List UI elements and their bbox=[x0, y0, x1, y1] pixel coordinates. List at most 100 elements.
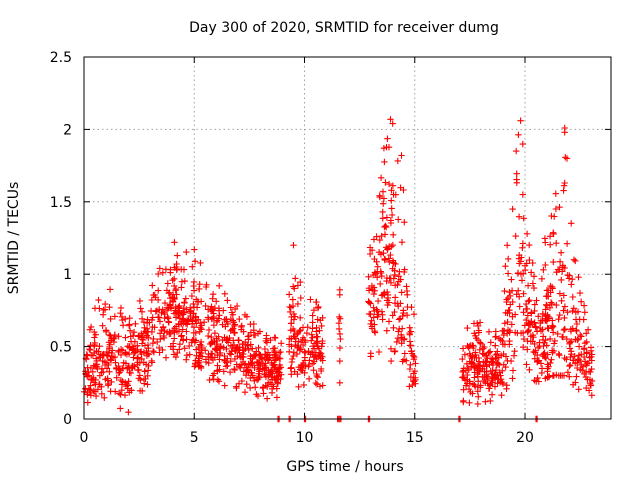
data-point bbox=[561, 325, 569, 333]
data-point bbox=[474, 322, 482, 330]
data-point bbox=[474, 373, 482, 380]
data-point bbox=[252, 384, 259, 391]
data-point bbox=[543, 342, 550, 349]
data-point bbox=[398, 152, 405, 159]
data-point bbox=[172, 353, 180, 361]
data-point bbox=[403, 312, 411, 319]
data-point bbox=[272, 334, 279, 342]
data-point bbox=[162, 354, 170, 361]
data-point bbox=[546, 233, 554, 240]
data-point bbox=[394, 335, 402, 342]
data-point bbox=[144, 367, 152, 374]
data-points bbox=[80, 116, 596, 423]
y-tick-label: 2.5 bbox=[50, 50, 72, 66]
data-point bbox=[400, 307, 407, 314]
data-point bbox=[510, 352, 518, 359]
data-point bbox=[319, 337, 326, 345]
data-point bbox=[399, 358, 406, 365]
data-point bbox=[113, 365, 120, 372]
data-point bbox=[129, 345, 136, 352]
data-point bbox=[305, 363, 312, 370]
data-point bbox=[225, 339, 232, 346]
data-point bbox=[546, 304, 554, 311]
data-point bbox=[577, 331, 584, 339]
data-point bbox=[389, 312, 396, 319]
data-point bbox=[516, 303, 523, 310]
data-point bbox=[384, 294, 392, 302]
data-point bbox=[335, 320, 343, 327]
data-point bbox=[319, 357, 326, 364]
data-point bbox=[381, 289, 388, 296]
data-point bbox=[581, 340, 589, 347]
data-point bbox=[84, 399, 91, 406]
data-point bbox=[505, 255, 512, 263]
data-point bbox=[573, 373, 580, 380]
data-point bbox=[541, 353, 549, 361]
data-point bbox=[174, 252, 181, 259]
data-point bbox=[159, 269, 166, 276]
data-point bbox=[311, 353, 319, 360]
data-point bbox=[506, 306, 513, 314]
data-point bbox=[295, 383, 302, 390]
data-point bbox=[513, 147, 520, 155]
data-point bbox=[516, 252, 523, 259]
data-point bbox=[164, 313, 171, 321]
data-point bbox=[466, 350, 473, 357]
data-point bbox=[524, 282, 532, 289]
data-point bbox=[537, 319, 544, 327]
data-point bbox=[223, 359, 230, 366]
data-point bbox=[243, 381, 250, 388]
data-point bbox=[140, 349, 148, 356]
data-point bbox=[164, 280, 171, 287]
data-point bbox=[117, 405, 124, 412]
data-point bbox=[231, 365, 238, 373]
data-point bbox=[507, 292, 514, 300]
data-point bbox=[173, 291, 180, 298]
data-point bbox=[572, 336, 579, 343]
data-point bbox=[223, 345, 230, 353]
data-point bbox=[318, 322, 325, 330]
data-point bbox=[209, 338, 217, 345]
y-tick-label: 0.5 bbox=[50, 340, 72, 356]
data-point bbox=[141, 324, 148, 331]
data-point bbox=[407, 373, 415, 381]
data-point bbox=[251, 351, 258, 358]
data-point bbox=[382, 222, 389, 230]
data-point bbox=[547, 359, 554, 367]
data-point bbox=[149, 282, 156, 289]
data-point bbox=[545, 363, 552, 370]
data-point bbox=[480, 377, 487, 385]
data-point bbox=[371, 255, 378, 263]
data-point bbox=[460, 373, 467, 381]
data-point bbox=[117, 304, 125, 312]
data-point bbox=[312, 379, 319, 387]
y-tick-labels: 0 0.5 1 1.5 2 2.5 bbox=[50, 50, 72, 428]
data-point bbox=[178, 284, 185, 291]
data-point bbox=[134, 342, 141, 349]
data-point bbox=[256, 368, 263, 375]
data-point bbox=[130, 329, 138, 336]
data-point bbox=[573, 320, 581, 328]
data-point bbox=[195, 285, 203, 293]
data-point bbox=[580, 353, 588, 361]
data-point bbox=[176, 341, 184, 348]
data-point bbox=[379, 215, 386, 222]
data-point bbox=[226, 369, 234, 376]
data-point bbox=[366, 250, 374, 258]
data-point bbox=[264, 352, 271, 359]
data-point bbox=[224, 297, 231, 304]
data-point bbox=[520, 344, 527, 351]
data-point bbox=[90, 387, 97, 395]
data-point bbox=[369, 286, 376, 293]
data-point bbox=[122, 315, 129, 323]
data-point bbox=[307, 296, 314, 303]
data-point bbox=[550, 258, 557, 266]
data-point bbox=[270, 383, 277, 390]
data-point bbox=[558, 276, 565, 284]
data-point bbox=[288, 371, 295, 378]
data-point bbox=[336, 357, 343, 365]
data-point bbox=[492, 342, 499, 349]
data-point bbox=[378, 232, 385, 240]
data-point bbox=[367, 320, 374, 328]
y-tick-label: 2 bbox=[63, 122, 72, 138]
